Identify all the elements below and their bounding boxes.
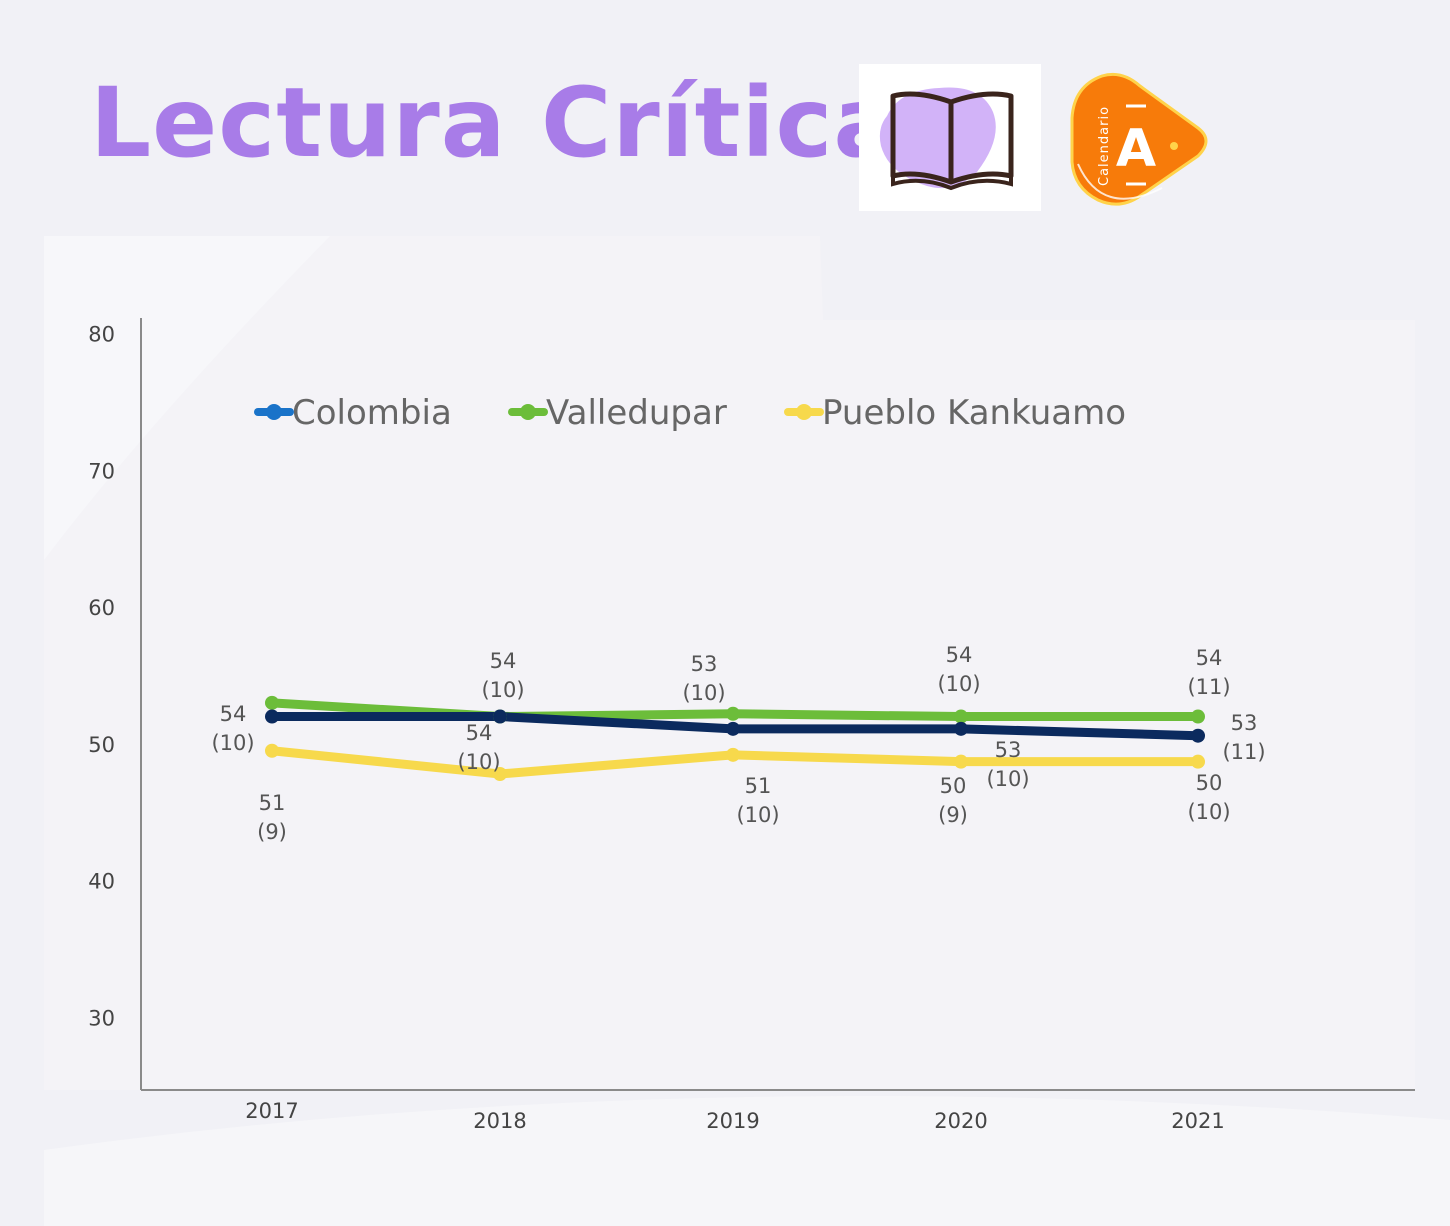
data-point: [726, 706, 740, 721]
data-point: [265, 709, 279, 724]
data-label-sd: (11): [1222, 740, 1265, 764]
logo-vertical-text: Calendario: [1097, 106, 1112, 186]
data-label-sd: (11): [1187, 675, 1230, 699]
y-tick-label: 60: [88, 596, 115, 620]
data-label-value: 50: [1196, 771, 1223, 795]
data-point: [1191, 754, 1205, 769]
calendario-a-logo: A Calendario: [1062, 68, 1212, 217]
legend-marker: [266, 404, 282, 420]
data-point: [954, 721, 968, 736]
data-label-value: 53: [1231, 711, 1258, 735]
data-point: [265, 743, 279, 758]
open-book-icon: [879, 87, 1014, 191]
bottom-wave: [44, 1096, 1450, 1226]
y-tick-label: 50: [88, 733, 115, 757]
data-label-value: 51: [259, 791, 286, 815]
data-label-value: 54: [220, 702, 247, 726]
y-tick-label: 30: [88, 1007, 115, 1031]
data-label-sd: (10): [682, 681, 725, 705]
data-label-sd: (10): [937, 672, 980, 696]
data-label-value: 54: [490, 649, 517, 673]
data-label-value: 50: [940, 774, 967, 798]
legend-label: Colombia: [292, 393, 452, 433]
data-label-sd: (10): [457, 750, 500, 774]
data-label-sd: (9): [257, 820, 287, 844]
top-left-wave: [44, 236, 330, 560]
chart-panel-bg: [44, 236, 1415, 1090]
chart-legend: Colombia Valledupar Pueblo Kankuamo: [254, 393, 1126, 433]
legend-label: Valledupar: [546, 393, 727, 433]
x-tick-label: 2017: [245, 1099, 298, 1123]
data-point: [493, 766, 507, 781]
x-tick-label: 2018: [473, 1109, 526, 1133]
data-point: [954, 754, 968, 769]
data-label-sd: (10): [736, 803, 779, 827]
data-point: [1191, 709, 1205, 724]
x-tick-label: 2021: [1171, 1109, 1224, 1133]
y-tick-label: 80: [88, 323, 115, 347]
data-label-value: 53: [691, 652, 718, 676]
x-tick-label: 2019: [706, 1109, 759, 1133]
legend-marker: [796, 404, 812, 420]
data-label-value: 54: [1196, 646, 1223, 670]
x-tick-label: 2020: [934, 1109, 987, 1133]
data-label-value: 53: [995, 738, 1022, 762]
data-label-sd: (10): [211, 731, 254, 755]
legend-marker: [520, 404, 536, 420]
data-label-sd: (10): [1187, 800, 1230, 824]
data-label-value: 51: [745, 774, 772, 798]
data-point: [1191, 728, 1205, 743]
data-label-sd: (10): [481, 678, 524, 702]
y-tick-label: 40: [88, 870, 115, 894]
data-point: [726, 747, 740, 762]
data-label-sd: (9): [938, 803, 968, 827]
page-title: Lectura Crítica: [90, 67, 900, 179]
data-point: [265, 695, 279, 710]
y-tick-label: 70: [88, 459, 115, 483]
data-point: [726, 721, 740, 736]
data-label-sd: (10): [986, 767, 1029, 791]
book-icon-box: [859, 64, 1041, 211]
data-label-value: 54: [466, 721, 493, 745]
legend-label: Pueblo Kankuamo: [822, 393, 1126, 433]
data-label-value: 54: [946, 643, 973, 667]
data-point: [493, 709, 507, 724]
data-point: [954, 709, 968, 724]
logo-letter: A: [1116, 119, 1156, 179]
